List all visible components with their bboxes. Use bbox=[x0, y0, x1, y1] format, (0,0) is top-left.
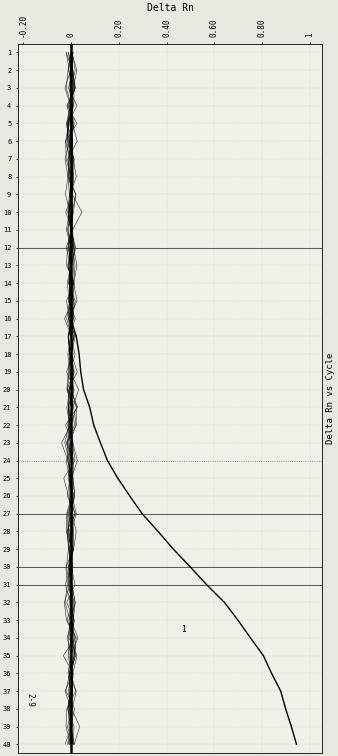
Text: 2-9: 2-9 bbox=[25, 693, 34, 707]
Text: 1: 1 bbox=[181, 624, 186, 634]
X-axis label: Delta Rn: Delta Rn bbox=[147, 3, 194, 13]
Y-axis label: Delta Rn vs Cycle: Delta Rn vs Cycle bbox=[326, 353, 335, 444]
